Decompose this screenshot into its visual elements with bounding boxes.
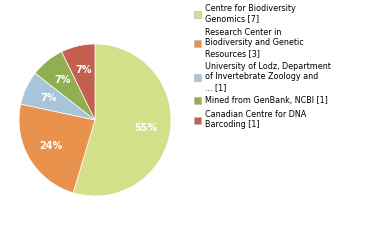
Legend: Centre for Biodiversity
Genomics [7], Research Center in
Biodiversity and Geneti: Centre for Biodiversity Genomics [7], Re… <box>194 4 331 129</box>
Text: 7%: 7% <box>40 93 57 103</box>
Wedge shape <box>73 44 171 196</box>
Wedge shape <box>19 104 95 193</box>
Text: 55%: 55% <box>135 122 158 132</box>
Text: 7%: 7% <box>75 65 92 75</box>
Wedge shape <box>62 44 95 120</box>
Text: 24%: 24% <box>39 141 62 151</box>
Wedge shape <box>21 73 95 120</box>
Text: 7%: 7% <box>54 75 71 85</box>
Wedge shape <box>35 52 95 120</box>
